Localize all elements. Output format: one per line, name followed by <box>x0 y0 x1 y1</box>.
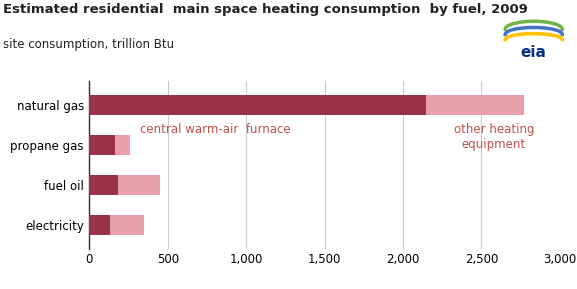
Bar <box>115 135 130 155</box>
Bar <box>89 135 115 155</box>
Text: eia: eia <box>521 45 546 60</box>
Text: Estimated residential  main space heating consumption  by fuel, 2009: Estimated residential main space heating… <box>3 3 528 16</box>
Text: other heating
equipment: other heating equipment <box>454 123 534 151</box>
Bar <box>118 175 160 195</box>
Bar <box>89 95 426 115</box>
Bar <box>426 95 524 115</box>
Bar <box>89 175 118 195</box>
Text: site consumption, trillion Btu: site consumption, trillion Btu <box>3 38 174 51</box>
Bar <box>110 215 144 235</box>
Text: central warm-air  furnace: central warm-air furnace <box>140 123 290 136</box>
Bar <box>89 215 110 235</box>
